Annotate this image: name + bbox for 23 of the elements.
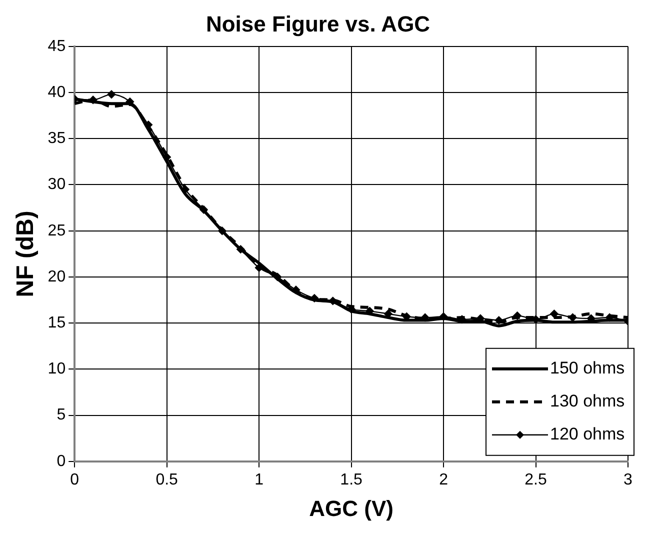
legend-label: 150 ohms — [550, 358, 625, 378]
y-tick-label: 10 — [48, 360, 66, 378]
x-tick-label: 2 — [439, 471, 448, 488]
y-tick-label: 45 — [48, 38, 66, 55]
y-axis-title: NF (dB) — [12, 210, 40, 298]
x-tick-label: 3 — [624, 471, 633, 488]
x-tick-label: 0 — [70, 471, 80, 488]
x-axis-title: AGC (V) — [309, 496, 394, 521]
x-tick-label: 0.5 — [156, 471, 178, 488]
legend-label: 120 ohms — [550, 424, 625, 444]
y-tick-label: 5 — [56, 406, 66, 424]
y-tick-label: 40 — [48, 84, 66, 101]
chart-title: Noise Figure vs. AGC — [206, 11, 430, 36]
x-tick-label: 1.5 — [340, 471, 363, 488]
legend-label: 130 ohms — [550, 392, 625, 411]
y-tick-label: 15 — [48, 314, 66, 332]
y-tick-label: 25 — [48, 222, 66, 240]
x-tick-label: 2.5 — [524, 471, 547, 488]
y-tick-label: 30 — [48, 176, 66, 194]
y-tick-label: 0 — [56, 452, 66, 470]
y-tick-label: 20 — [48, 268, 66, 286]
y-tick-label: 35 — [48, 130, 66, 148]
x-tick-label: 1 — [254, 471, 264, 488]
